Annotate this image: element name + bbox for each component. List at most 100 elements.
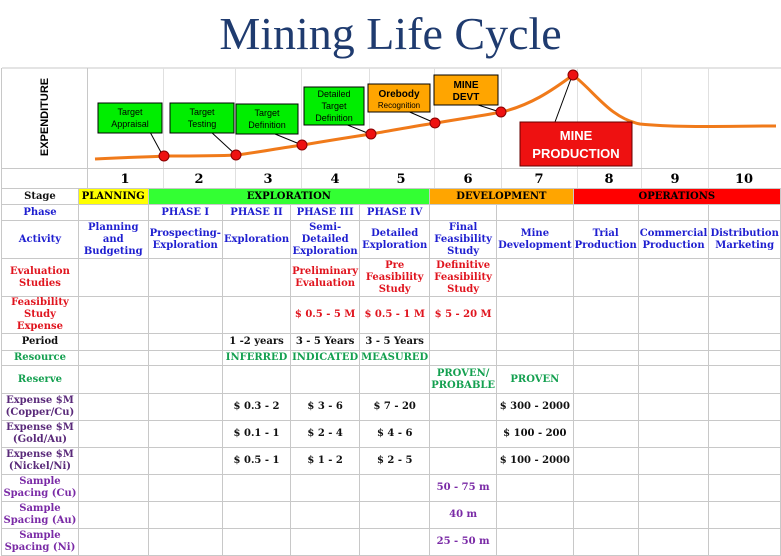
- table-cell: [637, 447, 710, 475]
- table-cell: PROVEN/ PROBABLE: [429, 365, 498, 394]
- row-spacing-cu: Sample Spacing (Cu) 50 - 75 m: [1, 474, 781, 502]
- table-cell: [147, 296, 223, 334]
- table-cell: [77, 528, 149, 556]
- table-cell: [572, 350, 639, 366]
- stage-number: 10: [735, 172, 753, 187]
- row-label-reserve: Reserve: [1, 365, 79, 394]
- row-label-phase: Phase: [1, 204, 79, 221]
- table-cell: [708, 333, 781, 351]
- table-cell: [77, 501, 149, 529]
- svg-text:Definition: Definition: [248, 120, 286, 130]
- table-cell: [77, 333, 149, 351]
- table-cell: [147, 420, 223, 448]
- table-cell: [77, 296, 149, 334]
- table-cell: [147, 528, 223, 556]
- table-cell: [708, 350, 781, 366]
- table-cell: Exploration: [221, 220, 292, 259]
- svg-text:Recognition: Recognition: [378, 101, 420, 110]
- table-cell: [496, 204, 574, 221]
- table-cell: Mine Development: [496, 220, 574, 259]
- table-cell: [572, 258, 639, 297]
- stage-number: 2: [194, 172, 203, 187]
- table-cell: [708, 528, 781, 556]
- row-label-expense-ni: Expense $M (Nickel/Ni): [1, 447, 79, 475]
- row-stage: Stage PLANNING EXPLORATION DEVELOPMENT O…: [1, 188, 781, 205]
- table-cell: [496, 258, 574, 297]
- table-cell: $ 0.5 - 1 M: [359, 296, 431, 334]
- table-cell: [147, 365, 223, 394]
- row-label-spacing-cu: Sample Spacing (Cu): [1, 474, 79, 502]
- stage-number: 5: [396, 172, 405, 187]
- table-cell: [708, 365, 781, 394]
- table-cell: [496, 296, 574, 334]
- table-cell: [572, 333, 639, 351]
- table-cell: 1 -2 years: [221, 333, 292, 351]
- stage-number: 7: [534, 172, 543, 187]
- callout-orebody-recognition: Orebody Recognition: [367, 83, 431, 113]
- row-feasibility-expense: Feasibility Study Expense $ 0.5 - 5 M $ …: [1, 296, 781, 334]
- row-label-period: Period: [1, 333, 79, 351]
- svg-text:PRODUCTION: PRODUCTION: [532, 146, 619, 161]
- table-cell: [637, 258, 710, 297]
- table-cell: Pre Feasibility Study: [359, 258, 431, 297]
- table-cell: [147, 474, 223, 502]
- table-cell: [572, 365, 639, 394]
- marker-target-testing: [230, 149, 242, 161]
- table-cell: [708, 420, 781, 448]
- table-cell: [496, 350, 574, 366]
- table-cell: [637, 420, 710, 448]
- table-cell: 3 - 5 Years: [359, 333, 431, 351]
- table-cell: [572, 501, 639, 529]
- table-cell: [637, 296, 710, 334]
- table-cell: [147, 333, 223, 351]
- stage-planning: PLANNING: [77, 188, 149, 205]
- table-cell: [147, 393, 223, 421]
- table-cell: [708, 447, 781, 475]
- row-reserve: Reserve PROVEN/ PROBABLE PROVEN: [1, 365, 781, 394]
- table-cell: [77, 365, 149, 394]
- callout-detailed-target-definition: Detailed Target Definition: [303, 86, 365, 126]
- table-cell: [637, 474, 710, 502]
- table-cell: [429, 393, 498, 421]
- table-cell: [496, 333, 574, 351]
- stage-number: 6: [463, 172, 472, 187]
- table-cell: $ 7 - 20: [359, 393, 431, 421]
- svg-text:Definition: Definition: [315, 113, 353, 123]
- stage-numbers: 1 2 3 4 5 6 7 8 9 10: [120, 172, 753, 187]
- stage-number: 1: [120, 172, 129, 187]
- table-cell: [572, 393, 639, 421]
- table-cell: [290, 528, 361, 556]
- table-cell: [429, 350, 498, 366]
- table-cell: [429, 420, 498, 448]
- table-cell: [221, 258, 292, 297]
- table-cell: [147, 447, 223, 475]
- table-cell: [290, 501, 361, 529]
- row-label-spacing-au: Sample Spacing (Au): [1, 501, 79, 529]
- table-cell: Commercial Production: [637, 220, 710, 259]
- table-cell: [496, 501, 574, 529]
- svg-text:MINE: MINE: [560, 128, 593, 143]
- svg-text:Target: Target: [321, 101, 347, 111]
- table-cell: $ 0.5 - 5 M: [290, 296, 361, 334]
- marker-target-definition: [296, 139, 308, 151]
- table-cell: [359, 365, 431, 394]
- table-cell: Final Feasibility Study: [429, 220, 498, 259]
- row-resource: Resource INFERRED INDICATED MEASURED: [1, 350, 781, 366]
- svg-text:Detailed: Detailed: [317, 89, 350, 99]
- row-spacing-ni: Sample Spacing (Ni) 25 - 50 m: [1, 528, 781, 556]
- table-cell: $ 100 - 200: [496, 420, 574, 448]
- table-cell: Preliminary Evaluation: [290, 258, 361, 297]
- table-cell: [359, 474, 431, 502]
- table-cell: [147, 258, 223, 297]
- stage-number: 3: [263, 172, 272, 187]
- marker-orebody-recognition: [429, 117, 441, 129]
- stage-exploration: EXPLORATION: [147, 188, 431, 205]
- expenditure-chart: EXPENDITURE Target Appraisal Target Test…: [1, 67, 781, 188]
- y-axis-label: EXPENDITURE: [39, 78, 51, 156]
- table-cell: [708, 204, 781, 221]
- table-cell: [708, 393, 781, 421]
- stage-number: 4: [330, 172, 339, 187]
- stage-number: 8: [604, 172, 613, 187]
- row-activity: Activity Planning and Budgeting Prospect…: [1, 220, 781, 259]
- table-cell: 25 - 50 m: [429, 528, 498, 556]
